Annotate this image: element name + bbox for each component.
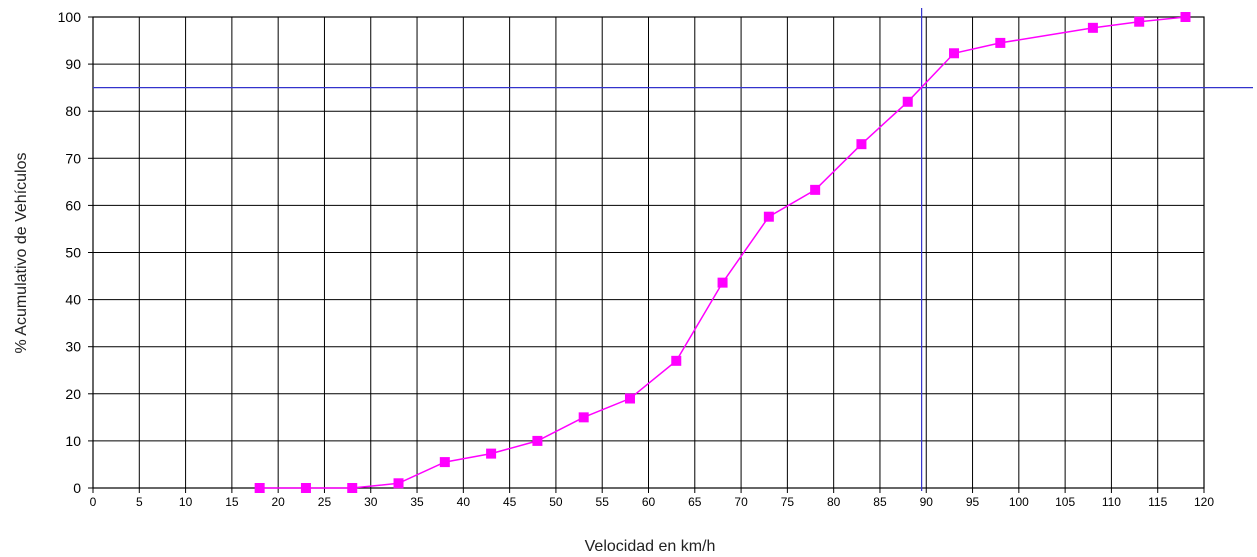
x-tick-label: 45 <box>503 495 517 509</box>
y-tick-label: 0 <box>73 480 81 496</box>
plot-frame <box>92 16 1205 489</box>
x-axis-label: Velocidad en km/h <box>585 538 716 555</box>
x-tick-label: 105 <box>1055 495 1075 509</box>
data-point-marker <box>995 37 1006 48</box>
data-point-marker <box>1134 16 1145 27</box>
x-tick-label: 100 <box>1009 495 1029 509</box>
data-point-marker <box>254 483 265 493</box>
data-point-marker <box>347 483 358 493</box>
x-tick-label: 55 <box>596 495 610 509</box>
y-tick-label: 60 <box>65 197 81 213</box>
y-tick-label: 80 <box>65 103 81 119</box>
y-tick-label: 30 <box>65 339 81 355</box>
x-tick-label: 120 <box>1194 495 1214 509</box>
y-tick-label: 90 <box>65 56 81 72</box>
x-tick-label: 60 <box>642 495 656 509</box>
y-axis-label: % Acumulativo de Vehículos <box>13 152 30 353</box>
reference-lines <box>93 8 1253 491</box>
data-point-marker <box>671 355 682 366</box>
x-tick-label: 95 <box>966 495 980 509</box>
series-line <box>259 16 1186 489</box>
data-point-marker <box>856 139 867 150</box>
x-tick-label: 65 <box>688 495 702 509</box>
x-tick-label: 70 <box>734 495 748 509</box>
data-point-marker <box>300 483 311 493</box>
x-tick-label: 20 <box>271 495 285 509</box>
x-tick-label: 40 <box>457 495 471 509</box>
x-tick-label: 85 <box>873 495 887 509</box>
y-tick-label: 100 <box>58 9 82 25</box>
data-point-marker <box>439 457 450 468</box>
y-tick-label: 50 <box>65 245 81 261</box>
y-tick-label: 10 <box>65 433 81 449</box>
data-point-marker <box>810 184 821 195</box>
x-tick-label: 35 <box>410 495 424 509</box>
x-tick-label: 15 <box>225 495 239 509</box>
x-tick-label: 0 <box>90 495 97 509</box>
y-tick-label: 40 <box>65 292 81 308</box>
y-tick-label: 70 <box>65 150 81 166</box>
data-series <box>254 12 1191 493</box>
data-point-marker <box>949 48 960 59</box>
x-tick-label: 75 <box>781 495 795 509</box>
x-tick-label: 110 <box>1102 495 1121 509</box>
tick-labels: 0 5 10 15 20 25 30 35 40 45 50 55 60 65 70 75 80 85 90 95 10… <box>58 9 1215 509</box>
x-tick-label: 5 <box>136 495 143 509</box>
x-tick-label: 30 <box>364 495 378 509</box>
x-tick-label: 25 <box>318 495 332 509</box>
data-point-marker <box>1087 22 1098 33</box>
data-point-marker <box>902 96 913 107</box>
data-point-marker <box>486 448 497 459</box>
x-tick-label: 115 <box>1148 495 1167 509</box>
data-point-marker <box>717 277 728 288</box>
x-tick-label: 10 <box>179 495 193 509</box>
x-tick-label: 50 <box>549 495 563 509</box>
data-point-marker <box>624 393 635 404</box>
data-point-marker <box>1180 12 1191 22</box>
y-tick-label: 20 <box>65 386 81 402</box>
data-point-marker <box>763 211 774 222</box>
x-tick-label: 90 <box>920 495 934 509</box>
x-tick-label: 80 <box>827 495 841 509</box>
data-point-marker <box>393 478 404 489</box>
data-point-marker <box>532 435 543 446</box>
data-point-marker <box>578 412 589 423</box>
